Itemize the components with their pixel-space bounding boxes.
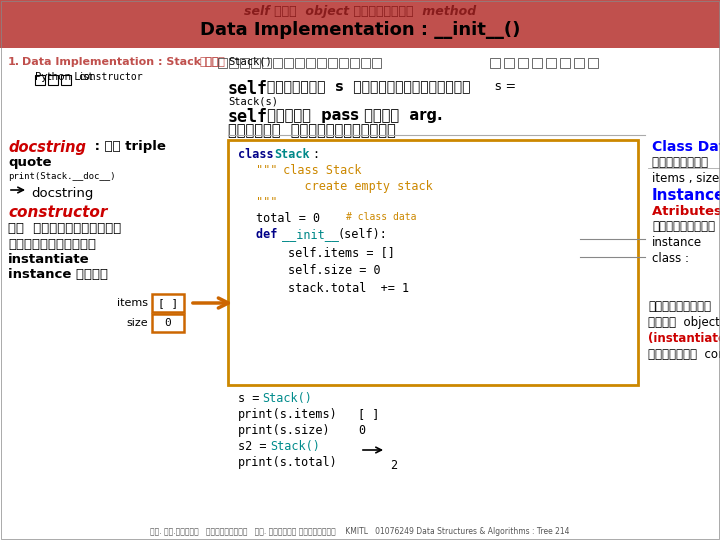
Text: print(s.items): print(s.items) — [238, 408, 338, 421]
FancyBboxPatch shape — [228, 140, 638, 385]
Bar — [317, 58, 326, 68]
Bar — [61, 75, 71, 85]
Text: [ ]: [ ] — [358, 408, 379, 421]
Bar — [339, 58, 348, 68]
Text: Atributes /data: Atributes /data — [652, 204, 720, 217]
Bar — [350, 58, 359, 68]
Text: s2 =: s2 = — [238, 440, 274, 453]
Text: docstring: docstring — [31, 187, 94, 200]
Text: class :: class : — [652, 252, 689, 265]
Text: # class data: # class data — [346, 212, 416, 222]
Text: quote: quote — [8, 156, 52, 169]
Bar — [518, 58, 528, 68]
Text: 1.: 1. — [8, 57, 20, 67]
Text: self: self — [228, 80, 268, 98]
Bar — [490, 58, 500, 68]
Text: Stack(): Stack() — [270, 440, 320, 453]
Text: total = 0: total = 0 — [256, 212, 320, 225]
Bar — [0, 48, 720, 522]
Text: Stack(): Stack() — [228, 56, 271, 66]
Text: size: size — [127, 318, 148, 328]
FancyBboxPatch shape — [152, 294, 184, 312]
Bar — [532, 58, 542, 68]
Text: หมายถึง  s  เสมอเมื่อเรียก: หมายถึง s เสมอเมื่อเรียก — [262, 80, 470, 94]
Text: 0: 0 — [165, 318, 171, 328]
Text: Data Implementation : __init__(): Data Implementation : __init__() — [200, 21, 520, 39]
Text: Python List: Python List — [35, 72, 93, 82]
Text: print(s.total): print(s.total) — [238, 456, 338, 469]
Text: instantiate: instantiate — [8, 253, 89, 266]
Bar — [48, 75, 58, 85]
Text: Data Implementation : Stack ใช้: Data Implementation : Stack ใช้ — [22, 57, 225, 67]
Text: def: def — [256, 228, 284, 241]
Bar — [284, 58, 293, 68]
FancyBboxPatch shape — [152, 314, 184, 332]
Text: items: items — [117, 298, 148, 308]
Text: ไปเรียก  constructor ฟังกขน: ไปเรียก constructor ฟังกขน — [648, 348, 720, 361]
Text: self.items = []: self.items = [] — [288, 246, 395, 259]
Text: class: class — [238, 148, 281, 161]
Bar — [262, 58, 271, 68]
Text: จะถูก  pass เป็น  arg.: จะถูก pass เป็น arg. — [262, 108, 443, 123]
Bar — [35, 75, 45, 85]
Text: s =: s = — [487, 80, 516, 93]
Bar — [218, 58, 227, 68]
Text: Stack(s): Stack(s) — [228, 96, 278, 106]
Bar — [306, 58, 315, 68]
Text: self คือ  object ที่เรียก  method: self คือ object ที่เรียก method — [244, 5, 476, 18]
Bar — [588, 58, 598, 68]
Text: create empty stack: create empty stack — [276, 180, 433, 193]
Bar — [560, 58, 570, 68]
Text: print(Stack.__doc__): print(Stack.__doc__) — [8, 172, 115, 181]
Text: stack.total  += 1: stack.total += 1 — [288, 282, 409, 295]
Bar — [328, 58, 337, 68]
Text: docstring: docstring — [8, 140, 86, 155]
Text: __init__: __init__ — [282, 228, 339, 241]
Text: Class Data: Class Data — [652, 140, 720, 154]
Text: class Stack: class Stack — [276, 164, 361, 177]
Bar — [0, 0, 720, 48]
Text: items , size:: items , size: — [652, 172, 720, 185]
Bar — [240, 58, 249, 68]
Text: """: """ — [256, 196, 277, 209]
Text: instance: instance — [652, 236, 702, 249]
Text: โนมัติเมื่อ: โนมัติเมื่อ — [8, 238, 96, 251]
Text: """: """ — [256, 164, 277, 177]
Text: (instantiate ins: (instantiate ins — [648, 332, 720, 345]
Bar — [273, 58, 282, 68]
Text: print(s.size): print(s.size) — [238, 424, 330, 437]
Bar — [361, 58, 370, 68]
Text: ตัวแรก  โดยอัตโนมัติ: ตัวแรก โดยอัตโนมัติ — [228, 123, 396, 138]
Text: สำหรับทก    stack: สำหรับทก stack — [652, 156, 720, 169]
Bar — [295, 58, 304, 68]
Text: Stack: Stack — [274, 148, 310, 161]
Text: สราง  object ใหม่: สราง object ใหม่ — [648, 316, 720, 329]
Text: self: self — [228, 108, 268, 126]
Text: 2: 2 — [390, 459, 397, 472]
Bar — [546, 58, 556, 68]
Text: [ ]: [ ] — [158, 298, 178, 308]
Text: สำหรบแตละ: สำหรบแตละ — [652, 220, 715, 233]
Bar — [574, 58, 584, 68]
Text: ใช้: ใช้ — [200, 57, 220, 67]
Text: เรียกชื่อ: เรียกชื่อ — [648, 300, 711, 313]
Text: Instance: Instance — [652, 188, 720, 203]
Bar — [504, 58, 514, 68]
Text: s =: s = — [238, 392, 266, 405]
Text: : ใน triple: : ใน triple — [90, 140, 166, 153]
Text: 0: 0 — [358, 424, 365, 437]
Text: รศ. ดร.บุญธร   เครือดราช   รศ. กฤษดวน ศรีบูรณ์    KMITL   01076249 Data Structur: รศ. ดร.บุญธร เครือดราช รศ. กฤษดวน ศรีบูร… — [150, 526, 570, 536]
Bar — [372, 58, 381, 68]
Bar — [229, 58, 238, 68]
Text: self.size = 0: self.size = 0 — [288, 264, 381, 277]
Text: Stack(): Stack() — [262, 392, 312, 405]
Text: instance ใหม่: instance ใหม่ — [8, 268, 108, 281]
Text: constructor: constructor — [8, 205, 107, 220]
Text: (self):: (self): — [338, 228, 388, 241]
Text: ถก  เรียกโดยอัต: ถก เรียกโดยอัต — [8, 222, 121, 235]
Bar — [251, 58, 260, 68]
Text: constructor: constructor — [78, 72, 143, 82]
Text: :: : — [312, 148, 319, 161]
